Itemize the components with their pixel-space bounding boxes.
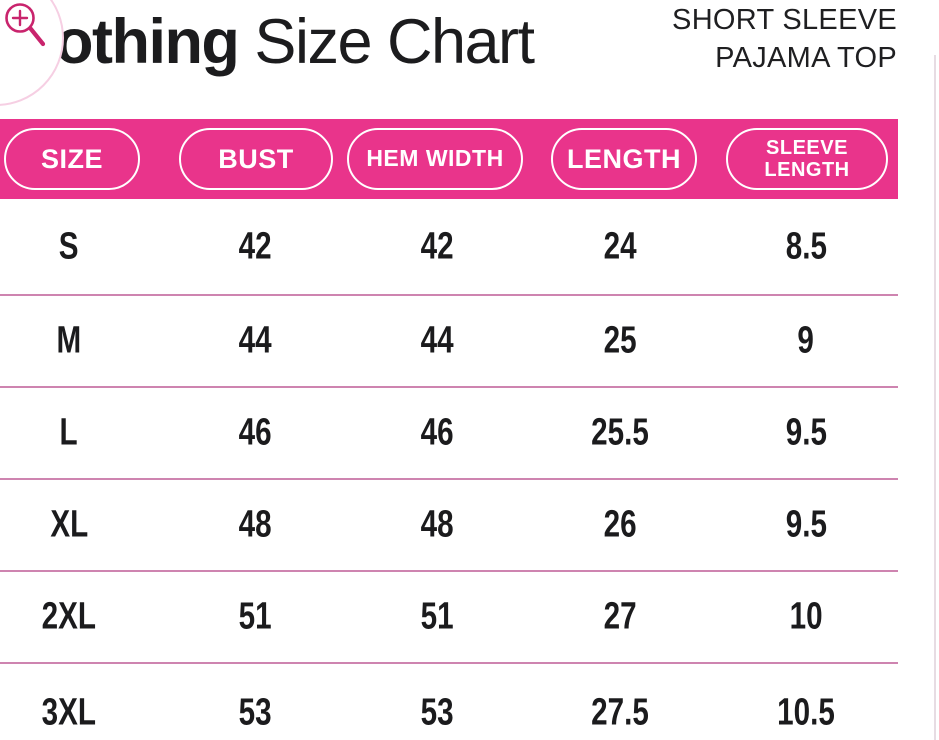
value-cell: 53 bbox=[238, 691, 272, 733]
page-title: othing Size Chart bbox=[55, 6, 535, 78]
zoom-in-icon[interactable] bbox=[0, 0, 60, 60]
table-row: XL 48 48 26 9.5 bbox=[0, 480, 898, 572]
value-cell: 8.5 bbox=[785, 225, 827, 267]
table-header-row: SIZE BUST HEM WIDTH LENGTH SLEEVE LENGTH bbox=[0, 119, 898, 199]
value-cell: 24 bbox=[603, 225, 637, 267]
size-cell: 3XL bbox=[41, 691, 97, 733]
size-cell: L bbox=[59, 411, 79, 454]
size-cell: 2XL bbox=[41, 595, 97, 638]
value-cell: 51 bbox=[238, 595, 272, 638]
table-row: M 44 44 25 9 bbox=[0, 296, 898, 388]
product-name-line1: SHORT SLEEVE bbox=[672, 4, 897, 36]
value-cell: 46 bbox=[420, 411, 454, 454]
page-title-regular: Size Chart bbox=[238, 7, 535, 77]
value-cell: 44 bbox=[238, 319, 272, 362]
value-cell: 9 bbox=[797, 319, 815, 362]
table-row: S 42 42 24 8.5 bbox=[0, 199, 898, 296]
value-cell: 44 bbox=[420, 319, 454, 362]
product-name-line2: PAJAMA TOP bbox=[715, 42, 897, 74]
table-row: L 46 46 25.5 9.5 bbox=[0, 388, 898, 480]
value-cell: 48 bbox=[420, 503, 454, 546]
value-cell: 27.5 bbox=[591, 691, 649, 733]
value-cell: 48 bbox=[238, 503, 272, 546]
page-edge-divider bbox=[934, 55, 936, 740]
value-cell: 10 bbox=[789, 595, 823, 638]
size-cell: S bbox=[59, 225, 79, 267]
product-name: SHORT SLEEVE PAJAMA TOP bbox=[672, 1, 897, 77]
value-cell: 51 bbox=[420, 595, 454, 638]
table-row: 3XL 53 53 27.5 10.5 bbox=[0, 664, 898, 740]
value-cell: 9.5 bbox=[785, 411, 827, 454]
column-pill-length: LENGTH bbox=[551, 128, 697, 190]
value-cell: 26 bbox=[603, 503, 637, 546]
value-cell: 42 bbox=[238, 225, 272, 267]
size-cell: M bbox=[56, 319, 82, 362]
column-pill-size: SIZE bbox=[4, 128, 140, 190]
value-cell: 10.5 bbox=[777, 691, 835, 733]
value-cell: 25.5 bbox=[591, 411, 649, 454]
value-cell: 53 bbox=[420, 691, 454, 733]
column-pill-bust: BUST bbox=[179, 128, 333, 190]
column-pill-hem-width: HEM WIDTH bbox=[347, 128, 523, 190]
size-cell: XL bbox=[50, 503, 88, 546]
page-title-bold: othing bbox=[55, 7, 240, 77]
value-cell: 25 bbox=[603, 319, 637, 362]
value-cell: 42 bbox=[420, 225, 454, 267]
table-row: 2XL 51 51 27 10 bbox=[0, 572, 898, 664]
value-cell: 46 bbox=[238, 411, 272, 454]
value-cell: 9.5 bbox=[785, 503, 827, 546]
column-pill-sleeve-length: SLEEVE LENGTH bbox=[726, 128, 888, 190]
value-cell: 27 bbox=[603, 595, 637, 638]
